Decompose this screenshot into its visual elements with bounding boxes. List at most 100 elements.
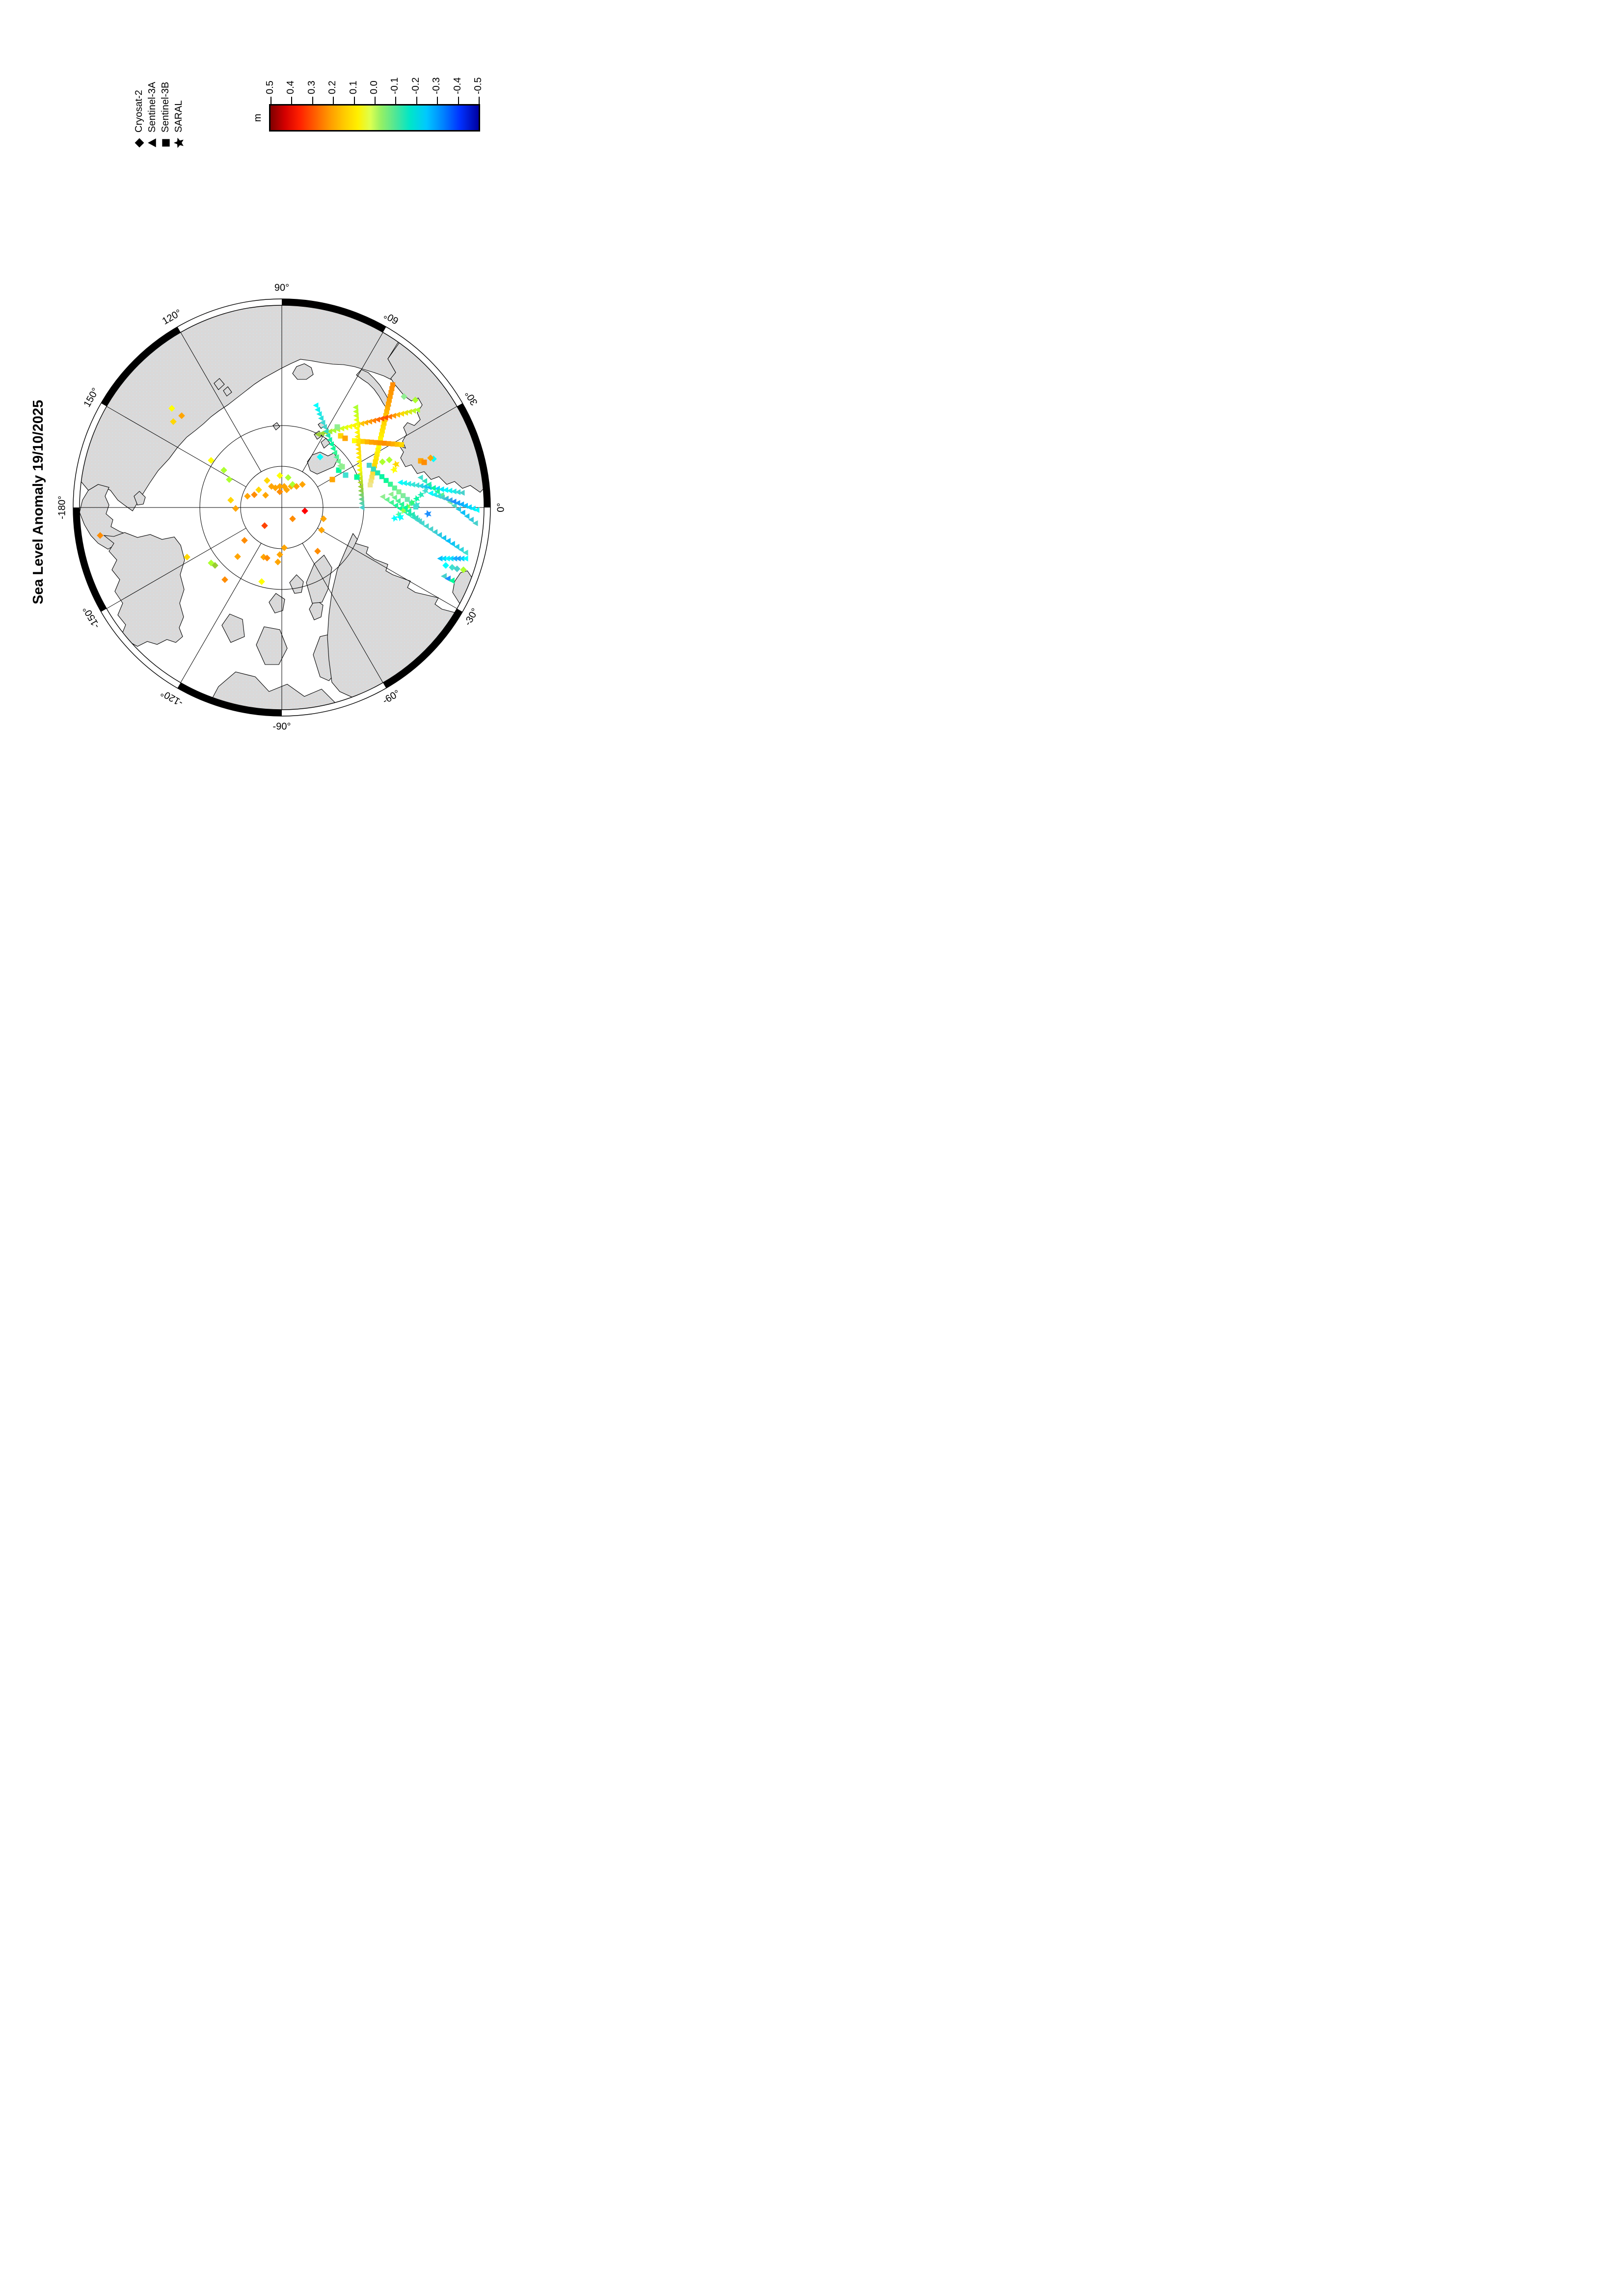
legend-row-cryosat2: Cryosat-2 [133, 82, 146, 149]
track-marker [445, 538, 451, 544]
track-marker [417, 475, 423, 481]
longitude-label: 90° [274, 282, 289, 293]
track-marker [369, 439, 375, 445]
track-marker [381, 421, 387, 426]
data-point [276, 483, 283, 490]
track-marker [354, 425, 360, 431]
track-marker [468, 516, 474, 523]
star-icon [173, 137, 184, 148]
square-icon [162, 139, 170, 147]
track-marker [375, 417, 380, 423]
track-marker [444, 556, 450, 561]
track-marker [314, 406, 320, 413]
data-point [168, 405, 175, 412]
landmass [256, 626, 288, 665]
data-point [379, 458, 386, 465]
track-marker [323, 428, 329, 434]
colorbar-tick-label: -0.1 [389, 77, 401, 94]
track-marker [366, 462, 372, 468]
colorbar-tick-label: 0.2 [327, 80, 338, 94]
track-marker [321, 424, 327, 430]
track-marker [319, 430, 325, 436]
data-point [396, 513, 404, 521]
track-marker [373, 440, 379, 445]
track-marker [333, 454, 339, 460]
diamond-icon [135, 138, 144, 148]
landmass [196, 671, 339, 710]
track-marker [368, 479, 374, 484]
colorbar-tick-label: 0.4 [285, 80, 297, 94]
map-clipped-layers [80, 305, 484, 710]
track-marker [402, 505, 408, 511]
track-marker [352, 408, 359, 415]
data-point [232, 505, 239, 512]
track-marker [328, 441, 334, 448]
colorbar-unit: m [252, 113, 263, 122]
track-marker [383, 478, 389, 483]
data-point [255, 486, 262, 493]
data-point [178, 412, 185, 419]
track-marker [378, 440, 383, 446]
track-marker [440, 535, 447, 541]
map-frame [73, 298, 491, 717]
track-marker [355, 446, 361, 452]
track-marker [358, 492, 364, 498]
data-point [421, 459, 427, 465]
data-points-layer [97, 393, 467, 585]
track-marker [437, 556, 443, 561]
data-point [440, 573, 447, 580]
track-marker [399, 442, 405, 448]
track-marker [366, 419, 373, 425]
track-marker [385, 405, 390, 411]
track-marker [375, 448, 381, 453]
longitude-label: -180° [56, 496, 67, 519]
track-marker [390, 413, 396, 419]
data-point [274, 559, 281, 565]
data-point [412, 501, 420, 509]
landmass [292, 363, 314, 380]
data-point [460, 566, 467, 573]
track-marker [462, 556, 468, 561]
triangle-icon [147, 138, 156, 147]
longitude-label: 0° [495, 503, 506, 512]
landmass [80, 484, 129, 550]
colorbar-tick-label: 0.3 [306, 80, 317, 94]
track-marker [357, 471, 363, 477]
colorbar-tick-label: 0.5 [265, 80, 276, 94]
colorbar-tick [353, 97, 355, 104]
track-marker [459, 556, 465, 561]
data-point [454, 565, 460, 572]
track-marker [371, 466, 376, 472]
track-marker [371, 418, 377, 424]
data-point [261, 522, 268, 529]
data-point [299, 481, 306, 488]
track-marker [436, 532, 442, 538]
track-marker [458, 547, 464, 553]
data-point [285, 474, 292, 481]
data-point [401, 393, 407, 400]
track-marker [315, 431, 321, 437]
data-point [354, 474, 360, 480]
data-point [289, 515, 296, 522]
graticule-layer [80, 305, 484, 710]
legend-row-sentinel3b: Sentinel-3B [159, 82, 172, 149]
track-marker [335, 458, 341, 465]
data-point [262, 492, 269, 499]
track-marker [343, 425, 349, 430]
data-point [264, 477, 270, 484]
track-marker [375, 470, 380, 476]
data-point [318, 527, 325, 534]
track-marker [442, 487, 448, 493]
colorbar-tick-label: -0.2 [410, 77, 421, 94]
track-marker [413, 495, 420, 503]
track-marker [355, 454, 361, 460]
track-marker [393, 503, 399, 508]
track-marker [374, 455, 379, 461]
colorbar-tick-label: -0.4 [452, 77, 463, 94]
data-point [339, 464, 345, 470]
track-marker [388, 500, 394, 506]
track-marker [357, 483, 363, 490]
landmass [221, 614, 245, 643]
longitude-label: 30° [463, 389, 480, 407]
track-marker [384, 497, 390, 503]
